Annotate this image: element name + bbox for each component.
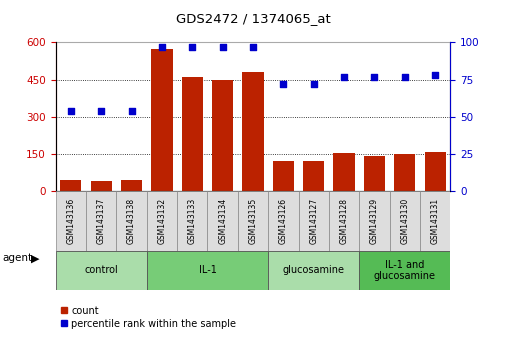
Text: GSM143132: GSM143132 xyxy=(157,198,166,244)
Text: GSM143133: GSM143133 xyxy=(187,198,196,244)
Bar xyxy=(146,191,177,251)
Bar xyxy=(393,154,415,191)
Point xyxy=(67,108,75,114)
Bar xyxy=(333,153,354,191)
Bar xyxy=(363,156,384,191)
Bar xyxy=(302,161,324,191)
Bar xyxy=(116,191,146,251)
Text: GSM143136: GSM143136 xyxy=(66,198,75,244)
Text: IL-1 and
glucosamine: IL-1 and glucosamine xyxy=(373,259,435,281)
Bar xyxy=(121,180,142,191)
Bar xyxy=(419,191,449,251)
Bar xyxy=(151,49,172,191)
Bar xyxy=(90,181,112,191)
Text: ▶: ▶ xyxy=(31,253,40,263)
Text: GSM143138: GSM143138 xyxy=(127,198,136,244)
Bar xyxy=(298,191,328,251)
Text: GSM143129: GSM143129 xyxy=(369,198,378,244)
Bar xyxy=(242,72,263,191)
Bar xyxy=(60,180,81,191)
Bar xyxy=(328,191,359,251)
Text: glucosamine: glucosamine xyxy=(282,266,344,275)
Bar xyxy=(212,80,233,191)
Bar xyxy=(268,251,359,290)
Text: agent: agent xyxy=(3,253,33,263)
Bar xyxy=(181,77,203,191)
Bar xyxy=(146,251,268,290)
Point xyxy=(370,74,378,80)
Point xyxy=(218,44,226,50)
Point xyxy=(127,108,135,114)
Bar xyxy=(359,251,449,290)
Text: GSM143130: GSM143130 xyxy=(399,198,409,244)
Point xyxy=(430,72,438,78)
Point xyxy=(400,74,408,80)
Text: GSM143126: GSM143126 xyxy=(278,198,287,244)
Bar xyxy=(237,191,268,251)
Bar xyxy=(272,161,293,191)
Point xyxy=(309,81,317,87)
Text: GSM143131: GSM143131 xyxy=(430,198,439,244)
Text: control: control xyxy=(84,266,118,275)
Text: GSM143134: GSM143134 xyxy=(218,198,227,244)
Point xyxy=(279,81,287,87)
Bar xyxy=(56,251,146,290)
Point xyxy=(248,44,257,50)
Bar xyxy=(359,191,389,251)
Text: IL-1: IL-1 xyxy=(198,266,216,275)
Bar xyxy=(86,191,116,251)
Legend: count, percentile rank within the sample: count, percentile rank within the sample xyxy=(61,306,236,329)
Point xyxy=(339,74,347,80)
Text: GSM143128: GSM143128 xyxy=(339,198,348,244)
Text: GDS2472 / 1374065_at: GDS2472 / 1374065_at xyxy=(175,12,330,25)
Point xyxy=(188,44,196,50)
Bar xyxy=(268,191,298,251)
Bar xyxy=(177,191,207,251)
Text: GSM143127: GSM143127 xyxy=(309,198,318,244)
Text: GSM143137: GSM143137 xyxy=(96,198,106,244)
Bar xyxy=(56,191,86,251)
Point xyxy=(97,108,105,114)
Bar xyxy=(207,191,237,251)
Text: GSM143135: GSM143135 xyxy=(248,198,257,244)
Bar xyxy=(424,152,445,191)
Bar xyxy=(389,191,419,251)
Point xyxy=(158,44,166,50)
